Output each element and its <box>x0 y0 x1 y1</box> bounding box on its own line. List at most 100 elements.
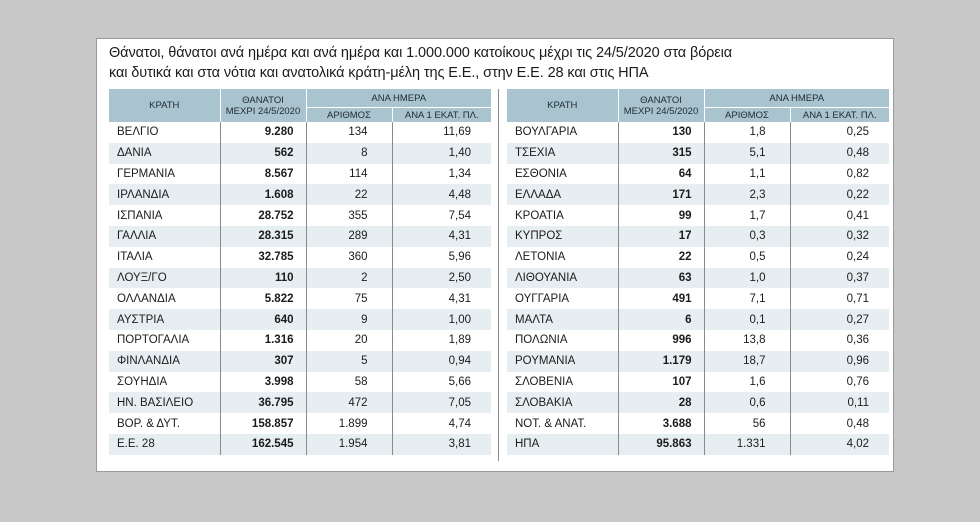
header-count: ΑΡΙΘΜΟΣ <box>305 107 392 122</box>
table-row: ΟΥΓΓΑΡΙΑ 491 7,1 0,71 <box>507 288 889 310</box>
cell-per-million: 2,50 <box>391 267 491 289</box>
cell-deaths: 562 <box>219 142 306 164</box>
north-west-table: ΚΡΑΤΗ ΘΑΝΑΤΟΙ ΜΕΧΡΙ 24/5/2020 ΑΝΑ ΗΜΕΡΑ … <box>109 89 491 455</box>
header-deaths-line2: ΜΕΧΡΙ 24/5/2020 <box>623 105 699 117</box>
cell-per-day: 2,3 <box>703 184 790 206</box>
cell-per-day: 289 <box>305 225 392 247</box>
cell-per-day: 75 <box>305 288 392 310</box>
cell-per-million: 0,96 <box>789 350 889 372</box>
table-row: ΣΛΟΒΑΚΙΑ 28 0,6 0,11 <box>507 392 889 414</box>
cell-per-day: 56 <box>703 413 790 434</box>
cell-per-million: 7,54 <box>391 205 491 226</box>
cell-deaths: 63 <box>617 267 704 289</box>
south-east-table: ΚΡΑΤΗ ΘΑΝΑΤΟΙ ΜΕΧΡΙ 24/5/2020 ΑΝΑ ΗΜΕΡΑ … <box>507 89 889 455</box>
cell-deaths: 99 <box>617 205 704 226</box>
table-row: ΝΟΤ. & ΑΝΑΤ. 3.688 56 0,48 <box>507 413 889 434</box>
cell-state: ΑΥΣΤΡΙΑ <box>109 309 220 330</box>
header-per-million: ΑΝΑ 1 ΕΚΑΤ. ΠΛ. <box>391 107 491 122</box>
table-row: ΗΝ. ΒΑΣΙΛΕΙΟ 36.795 472 7,05 <box>109 392 491 414</box>
cell-per-day: 0,6 <box>703 392 790 414</box>
cell-state: ΙΤΑΛΙΑ <box>117 251 153 264</box>
cell-state: ΛΕΤΟΝΙΑ <box>515 251 566 264</box>
cell-per-million: 4,31 <box>391 288 491 310</box>
cell-per-day: 22 <box>305 184 392 206</box>
table-row: ΚΡΟΑΤΙΑ 99 1,7 0,41 <box>507 205 889 226</box>
cell-per-million: 0,22 <box>789 184 889 206</box>
table-row: ΛΙΘΟΥΑΝΙΑ 63 1,0 0,37 <box>507 267 889 289</box>
cell-per-day: 134 <box>305 122 392 143</box>
cell-state: ΚΥΠΡΟΣ <box>507 225 618 247</box>
table-row: ΣΟΥΗΔΙΑ 3.998 58 5,66 <box>109 371 491 393</box>
cell-per-million: 4,48 <box>391 184 491 206</box>
north-west-body: ΒΕΛΓΙΟ 9.280 134 11,69 ΔΑΝΙΑ 562 8 1,40 ΓΕΡΜΑΝΙΑ… <box>109 122 491 455</box>
cell-deaths: 28.752 <box>219 205 306 226</box>
cell-per-day: 7,1 <box>703 288 790 310</box>
cell-per-day: 18,7 <box>703 350 790 372</box>
cell-state: Ε.Ε. 28 <box>109 433 220 455</box>
table-row: ΒΟΡ. & ΔΥΤ. 158.857 1.899 4,74 <box>109 413 491 434</box>
header-deaths: ΘΑΝΑΤΟΙ ΜΕΧΡΙ 24/5/2020 <box>219 89 306 122</box>
cell-deaths: 1.179 <box>617 350 704 372</box>
table-row: ΟΛΛΑΝΔΙΑ 5.822 75 4,31 <box>109 288 491 310</box>
table-row: ΗΠΑ 95.863 1.331 4,02 <box>507 433 889 455</box>
cell-state: ΚΡΟΑΤΙΑ <box>515 209 564 222</box>
cell-per-million: 0,24 <box>789 246 889 268</box>
cell-per-day: 1,0 <box>703 267 790 289</box>
south-east-body: ΒΟΥΛΓΑΡΙΑ 130 1,8 0,25 ΤΣΕΧΙΑ 315 5,1 0,48 ΕΣΘΟΝ… <box>507 122 889 455</box>
cell-state: ΙΡΛΑΝΔΙΑ <box>109 184 220 206</box>
cell-per-million: 4,74 <box>391 413 491 434</box>
cell-state: ΣΟΥΗΔΙΑ <box>117 375 168 388</box>
cell-per-million: 0,48 <box>789 142 889 164</box>
cell-deaths: 5.822 <box>219 288 306 310</box>
cell-per-day: 1,6 <box>703 371 790 393</box>
table-row: ΒΟΥΛΓΑΡΙΑ 130 1,8 0,25 <box>507 122 889 143</box>
cell-per-million: 0,32 <box>789 225 889 247</box>
cell-deaths: 1.608 <box>219 184 306 206</box>
cell-deaths: 28.315 <box>219 225 306 247</box>
cell-deaths: 28 <box>617 392 704 414</box>
cell-state: ΕΛΛΑΔΑ <box>507 184 618 206</box>
cell-state: ΙΣΠΑΝΙΑ <box>117 209 163 222</box>
cell-per-million: 1,34 <box>391 163 491 185</box>
header-deaths-line2: ΜΕΧΡΙ 24/5/2020 <box>225 105 301 117</box>
cell-deaths: 158.857 <box>219 413 306 434</box>
cell-per-day: 2 <box>305 267 392 289</box>
header-state: ΚΡΑΤΗ <box>109 89 220 122</box>
table-row: ΒΕΛΓΙΟ 9.280 134 11,69 <box>109 122 491 143</box>
cell-deaths: 315 <box>617 142 704 164</box>
table-row: ΙΡΛΑΝΔΙΑ 1.608 22 4,48 <box>109 184 491 206</box>
cell-deaths: 130 <box>617 122 704 143</box>
header-state: ΚΡΑΤΗ <box>507 89 618 122</box>
cell-per-day: 5 <box>305 350 392 372</box>
cell-deaths: 6 <box>617 309 704 330</box>
cell-per-million: 4,02 <box>789 433 889 455</box>
table-row: ΜΑΛΤΑ 6 0,1 0,27 <box>507 309 889 330</box>
cell-state: ΗΠΑ <box>507 433 618 455</box>
cell-per-day: 0,1 <box>703 309 790 330</box>
cell-per-day: 20 <box>305 329 392 351</box>
cell-state: ΟΛΛΑΝΔΙΑ <box>117 292 176 305</box>
cell-per-day: 58 <box>305 371 392 393</box>
cell-deaths: 307 <box>219 350 306 372</box>
cell-deaths: 8.567 <box>219 163 306 185</box>
cell-state: ΓΕΡΜΑΝΙΑ <box>117 167 176 180</box>
cell-per-million: 0,27 <box>789 309 889 330</box>
cell-state: ΒΟΥΛΓΑΡΙΑ <box>515 126 578 139</box>
table-row: ΓΑΛΛΙΑ 28.315 289 4,31 <box>109 225 491 247</box>
cell-per-million: 5,66 <box>391 371 491 393</box>
cell-per-day: 1.899 <box>305 413 392 434</box>
cell-deaths: 107 <box>617 371 704 393</box>
cell-per-day: 1,1 <box>703 163 790 185</box>
cell-deaths: 110 <box>219 267 306 289</box>
cell-per-day: 1.331 <box>703 433 790 455</box>
cell-state: ΤΣΕΧΙΑ <box>507 142 618 164</box>
cell-per-million: 1,40 <box>391 142 491 164</box>
table-title: Θάνατοι, θάνατοι ανά ημέρα και ανά ημέρα… <box>109 43 889 83</box>
cell-deaths: 640 <box>219 309 306 330</box>
table-row: ΠΟΡΤΟΓΑΛΙΑ 1.316 20 1,89 <box>109 329 491 351</box>
cell-deaths: 32.785 <box>219 246 306 268</box>
cell-per-million: 0,11 <box>789 392 889 414</box>
table-row: ΑΥΣΤΡΙΑ 640 9 1,00 <box>109 309 491 330</box>
table-row: ΕΣΘΟΝΙΑ 64 1,1 0,82 <box>507 163 889 185</box>
cell-per-million: 4,31 <box>391 225 491 247</box>
